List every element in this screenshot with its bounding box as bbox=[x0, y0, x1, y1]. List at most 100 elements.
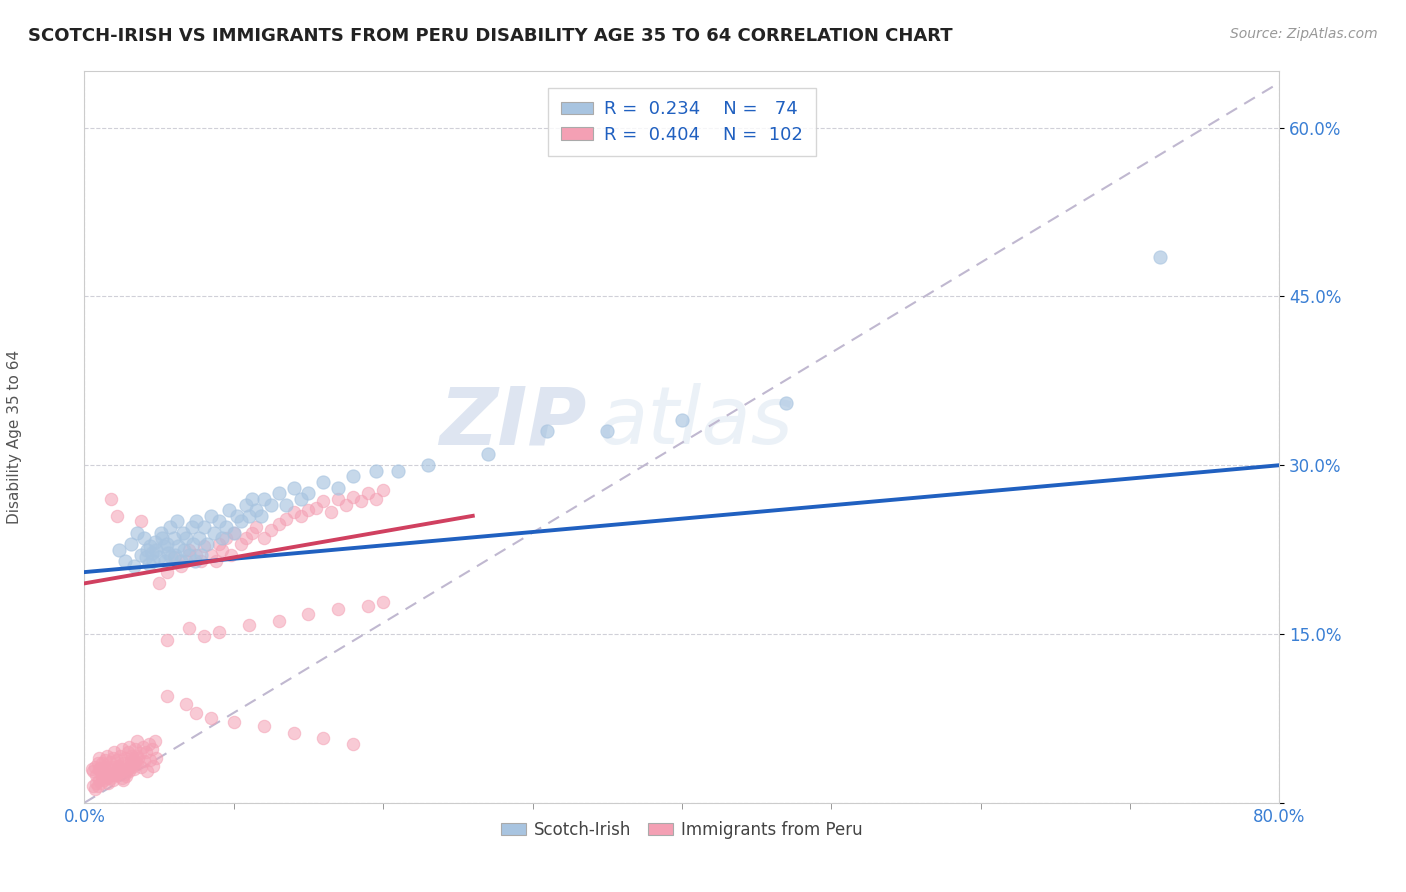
Point bbox=[208, 515, 231, 529]
Point bbox=[90, 764, 112, 779]
Point bbox=[238, 508, 260, 523]
Point bbox=[195, 537, 218, 551]
Point bbox=[193, 520, 215, 534]
Point bbox=[166, 515, 188, 529]
Point bbox=[98, 767, 121, 781]
Point bbox=[122, 559, 145, 574]
Point bbox=[174, 697, 197, 711]
Point bbox=[101, 773, 124, 788]
Legend: Scotch-Irish, Immigrants from Peru: Scotch-Irish, Immigrants from Peru bbox=[494, 814, 870, 846]
Point bbox=[96, 748, 118, 763]
Point bbox=[181, 520, 204, 534]
Point bbox=[153, 554, 176, 568]
Point bbox=[110, 748, 132, 763]
Point bbox=[267, 486, 290, 500]
Point bbox=[94, 767, 117, 781]
Point bbox=[125, 748, 148, 763]
Point bbox=[775, 396, 797, 410]
Point bbox=[188, 532, 211, 546]
Point bbox=[136, 542, 159, 557]
Point bbox=[120, 753, 142, 767]
Point bbox=[183, 537, 205, 551]
Point bbox=[177, 542, 200, 557]
Point bbox=[149, 525, 172, 540]
Point bbox=[122, 753, 145, 767]
Point bbox=[117, 745, 139, 759]
Point bbox=[253, 532, 276, 546]
Point bbox=[211, 542, 233, 557]
Point bbox=[114, 751, 136, 765]
Point bbox=[93, 760, 115, 774]
Point bbox=[290, 508, 312, 523]
Point bbox=[141, 741, 163, 756]
Point bbox=[105, 508, 128, 523]
Point bbox=[1149, 250, 1171, 264]
Point bbox=[245, 503, 267, 517]
Point bbox=[97, 762, 120, 776]
Point bbox=[208, 624, 231, 639]
Point bbox=[83, 782, 105, 797]
Point bbox=[87, 756, 110, 771]
Point bbox=[135, 745, 157, 759]
Point bbox=[125, 734, 148, 748]
Point bbox=[193, 539, 215, 553]
Point bbox=[97, 775, 120, 789]
Point bbox=[96, 767, 118, 781]
Point bbox=[148, 576, 170, 591]
Point bbox=[112, 773, 135, 788]
Point bbox=[129, 548, 152, 562]
Point bbox=[157, 546, 180, 560]
Point bbox=[118, 739, 141, 754]
Point bbox=[82, 779, 104, 793]
Text: atlas: atlas bbox=[599, 384, 793, 461]
Point bbox=[350, 494, 373, 508]
Point bbox=[274, 512, 297, 526]
Point bbox=[240, 525, 263, 540]
Point bbox=[305, 500, 328, 515]
Point bbox=[208, 537, 231, 551]
Point bbox=[111, 762, 134, 776]
Point bbox=[267, 614, 290, 628]
Point bbox=[139, 539, 162, 553]
Point bbox=[186, 515, 208, 529]
Point bbox=[160, 550, 183, 565]
Point bbox=[177, 548, 200, 562]
Point bbox=[283, 481, 305, 495]
Point bbox=[238, 618, 260, 632]
Point bbox=[249, 508, 271, 523]
Point bbox=[128, 746, 150, 760]
Point bbox=[211, 532, 233, 546]
Point bbox=[357, 599, 380, 613]
Point bbox=[364, 491, 387, 506]
Point bbox=[93, 773, 115, 788]
Point bbox=[103, 760, 125, 774]
Point bbox=[101, 751, 124, 765]
Point bbox=[328, 602, 350, 616]
Point bbox=[186, 548, 208, 562]
Point bbox=[136, 764, 159, 779]
Point bbox=[107, 542, 129, 557]
Point bbox=[112, 756, 135, 771]
Point bbox=[124, 756, 146, 771]
Point bbox=[202, 525, 225, 540]
Point bbox=[387, 464, 409, 478]
Point bbox=[222, 714, 245, 729]
Point bbox=[114, 766, 136, 780]
Point bbox=[205, 554, 228, 568]
Point bbox=[89, 751, 111, 765]
Point bbox=[142, 554, 165, 568]
Point bbox=[283, 726, 305, 740]
Point bbox=[100, 771, 122, 785]
Point bbox=[118, 764, 141, 779]
Point bbox=[148, 550, 170, 565]
Point bbox=[671, 413, 693, 427]
Point bbox=[110, 762, 132, 776]
Point bbox=[536, 425, 558, 439]
Point bbox=[145, 751, 167, 765]
Point bbox=[125, 525, 148, 540]
Point bbox=[215, 520, 238, 534]
Point bbox=[115, 769, 138, 783]
Point bbox=[373, 595, 395, 609]
Point bbox=[145, 542, 167, 557]
Point bbox=[104, 767, 127, 781]
